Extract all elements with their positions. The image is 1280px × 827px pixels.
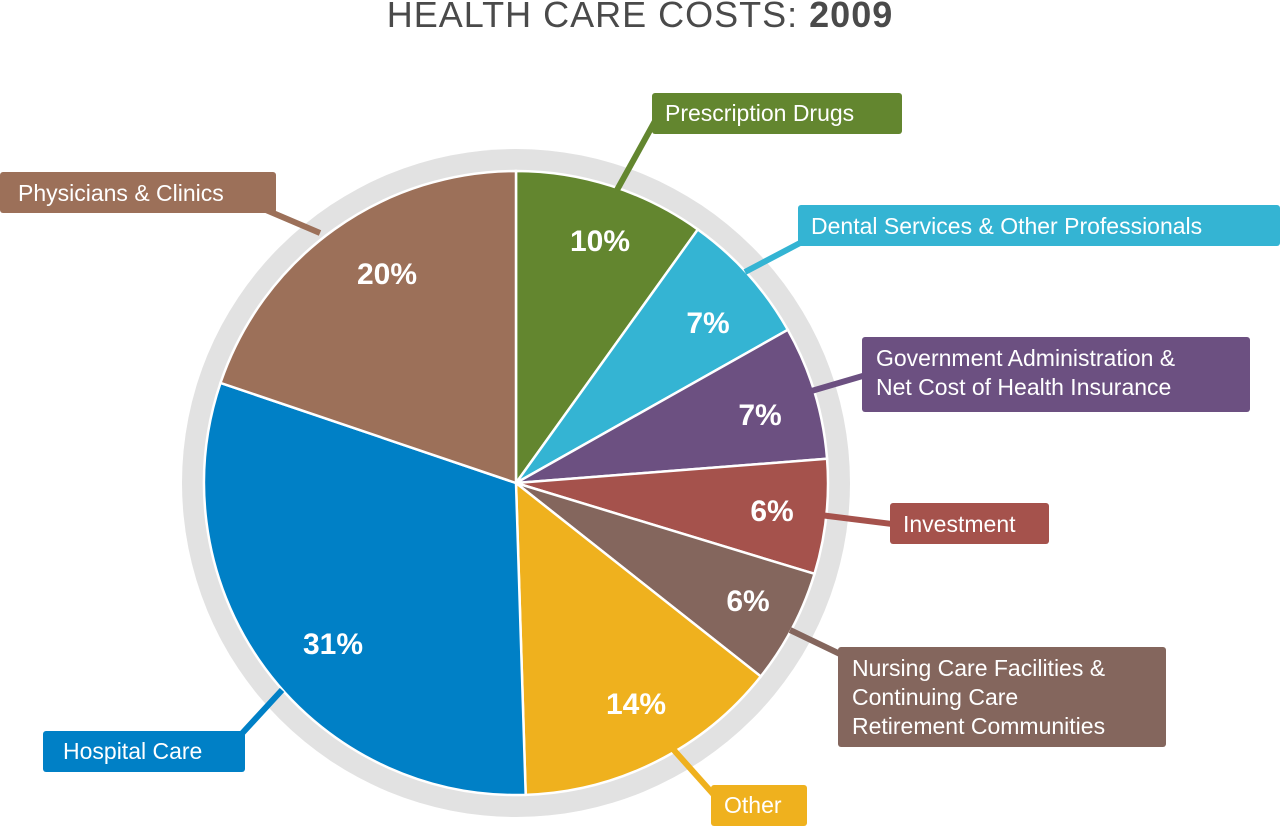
callout-line-other: [661, 737, 717, 797]
legend-label-other: Other: [724, 792, 782, 818]
pie-slice-physicians-and-clinics: [218, 169, 518, 485]
legend-label-prescription-drugs: Prescription Drugs: [665, 100, 854, 126]
callout-box-physicians-and-clinics: [0, 172, 276, 213]
chart-title: HEALTH CARE COSTS: 2009: [0, 0, 1280, 36]
legend-label-line: Nursing Care Facilities &: [852, 655, 1105, 681]
legend-label-line: Retirement Communities: [852, 713, 1105, 739]
legend-label-line: Prescription Drugs: [665, 100, 854, 126]
legend-label-dental-services-and-other-professionals: Dental Services & Other Professionals: [811, 213, 1202, 239]
legend-label-line: Government Administration &: [876, 345, 1175, 371]
callout-box-dental-services-and-other-professionals: [798, 205, 1280, 246]
legend-label-line: Other: [724, 792, 782, 818]
legend-label-line: Continuing Care: [852, 684, 1018, 710]
legend-label-physicians-and-clinics: Physicians & Clinics: [18, 180, 224, 206]
legend-label-nursing-care-facilities-and-continuing-care-retirement-communities: Nursing Care Facilities & Continuing Care…: [852, 655, 1105, 739]
pie-percent-nursing-care-facilities-and-continuing-care-retirement-communities: 6%: [726, 585, 769, 618]
pie-percent-government-administration-and-net-cost-of-health-insurance: 7%: [738, 399, 781, 432]
pie-slice-dental-services-and-other-professionals: [514, 227, 790, 485]
callout-line-nursing-care-facilities-and-continuing-care-retirement-communities: [788, 627, 842, 657]
pie-slice-other: [514, 480, 763, 797]
callout-line-dental-services-and-other-professionals: [743, 240, 802, 275]
pie-percent-labels: 10% 7% 7% 6% 6% 14% 31% 20%: [303, 225, 794, 721]
callout-line-investment: [819, 512, 893, 527]
callout-box-nursing-care-facilities-and-continuing-care-retirement-communities: [838, 647, 1166, 747]
pie-percent-investment: 6%: [750, 495, 793, 528]
callout-box-hospital-care: [43, 731, 245, 772]
pie-percent-prescription-drugs: 10%: [570, 225, 630, 258]
pie-slice-hospital-care: [202, 381, 527, 797]
pie-slice-prescription-drugs: [514, 169, 700, 487]
callout-box-prescription-drugs: [652, 93, 902, 134]
legend-label-hospital-care: Hospital Care: [63, 738, 202, 764]
chart-title-year: 2009: [809, 0, 894, 35]
legend-label-government-administration-and-net-cost-of-health-insurance: Government Administration & Net Cost of H…: [876, 345, 1175, 400]
legend-label-line: Hospital Care: [63, 738, 202, 764]
pie-percent-other: 14%: [606, 688, 666, 721]
legend-label-line: Dental Services & Other Professionals: [811, 213, 1202, 239]
callout-line-physicians-and-clinics: [264, 207, 322, 236]
legend-label-line: Physicians & Clinics: [18, 180, 224, 206]
pie-callouts: Prescription Drugs Dental Services & Othe…: [0, 93, 1280, 826]
pie-slices: [202, 169, 830, 797]
pie-percent-physicians-and-clinics: 20%: [357, 258, 417, 291]
chart-title-text: HEALTH CARE COSTS:: [386, 0, 799, 35]
callout-box-government-administration-and-net-cost-of-health-insurance: [862, 337, 1250, 412]
callout-box-other: [711, 785, 807, 826]
pie-percent-dental-services-and-other-professionals: 7%: [686, 307, 729, 340]
pie-percent-hospital-care: 31%: [303, 628, 363, 661]
legend-label-investment: Investment: [903, 511, 1016, 537]
callout-box-investment: [890, 503, 1049, 544]
legend-label-line: Investment: [903, 511, 1016, 537]
legend-label-line: Net Cost of Health Insurance: [876, 374, 1171, 400]
callout-line-government-administration-and-net-cost-of-health-insurance: [807, 372, 867, 395]
